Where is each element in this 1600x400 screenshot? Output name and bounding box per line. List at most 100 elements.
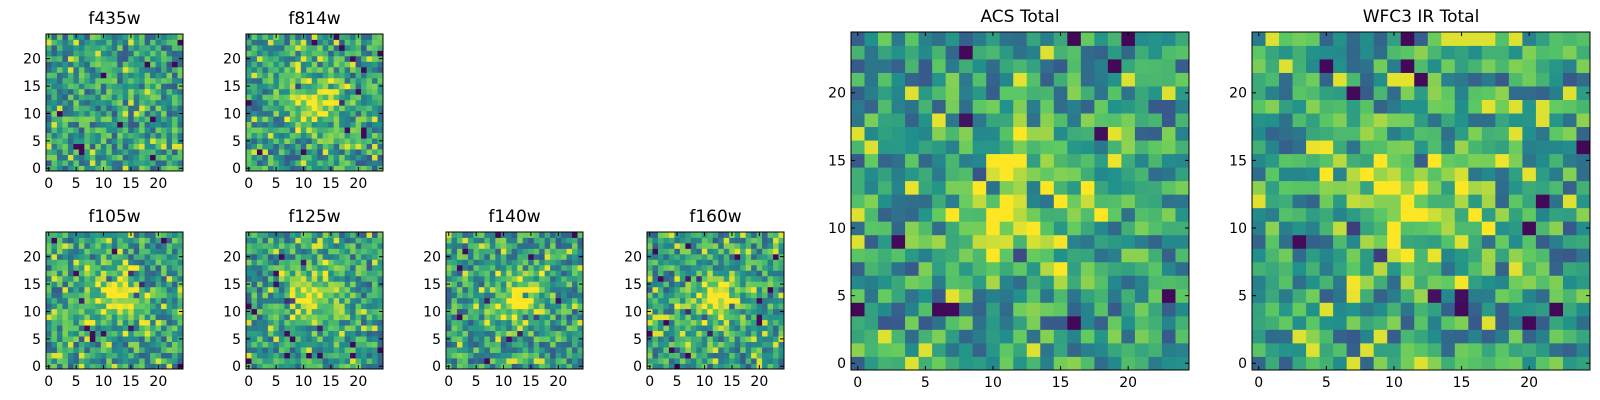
- heatmap-pixel: [657, 347, 664, 353]
- heatmap-pixel: [451, 303, 458, 310]
- heatmap-pixel: [696, 352, 703, 359]
- heatmap-pixel: [679, 242, 686, 249]
- heatmap-pixel: [67, 138, 74, 144]
- heatmap-pixel: [333, 330, 340, 337]
- y-tick-label: 10: [23, 106, 41, 122]
- heatmap-pixel: [918, 99, 933, 114]
- heatmap-pixel: [972, 126, 987, 141]
- heatmap-pixel: [1441, 194, 1456, 209]
- heatmap-pixel: [284, 55, 291, 62]
- heatmap-pixel: [177, 132, 184, 139]
- heatmap-pixel: [1265, 153, 1280, 168]
- heatmap-pixel: [561, 308, 567, 315]
- heatmap-pixel: [723, 319, 730, 326]
- heatmap-pixel: [1252, 167, 1266, 182]
- heatmap-pixel: [690, 303, 697, 310]
- heatmap-pixel: [1522, 207, 1537, 222]
- heatmap-pixel: [273, 341, 280, 348]
- heatmap-pixel: [372, 363, 378, 370]
- heatmap-pixel: [533, 264, 540, 271]
- heatmap-pixel: [150, 83, 156, 90]
- y-tick-label: 5: [432, 332, 441, 348]
- heatmap-pixel: [1053, 288, 1068, 303]
- heatmap-pixel: [690, 352, 697, 359]
- heatmap-pixel: [522, 270, 529, 277]
- heatmap-pixel: [128, 297, 135, 304]
- heatmap-pixel: [344, 88, 351, 95]
- heatmap-pixel: [150, 259, 156, 266]
- heatmap-pixel: [177, 61, 184, 68]
- heatmap-pixel: [572, 358, 578, 364]
- heatmap-pixel: [78, 143, 85, 150]
- heatmap-pixel: [1013, 113, 1028, 128]
- heatmap-pixel: [1148, 86, 1163, 100]
- heatmap-pixel: [128, 325, 135, 332]
- heatmap-pixel: [161, 127, 167, 134]
- heatmap-pixel: [172, 138, 178, 144]
- heatmap-pixel: [511, 281, 518, 288]
- heatmap-pixel: [322, 110, 329, 117]
- heatmap-pixel: [117, 94, 124, 101]
- heatmap-pixel: [1252, 275, 1266, 290]
- heatmap-pixel: [500, 358, 507, 364]
- heatmap-pixel: [166, 154, 173, 161]
- heatmap-pixel: [1067, 180, 1082, 195]
- heatmap-pixel: [51, 286, 58, 293]
- heatmap-pixel: [278, 39, 285, 46]
- heatmap-pixel: [106, 66, 113, 73]
- heatmap-pixel: [246, 237, 252, 244]
- heatmap-pixel: [106, 319, 113, 326]
- heatmap-pixel: [1175, 329, 1190, 344]
- heatmap-pixel: [144, 154, 151, 161]
- heatmap-pixel: [284, 39, 291, 46]
- heatmap-pixel: [278, 264, 285, 271]
- heatmap-pixel: [495, 314, 502, 321]
- heatmap-pixel: [467, 341, 474, 348]
- heatmap-pixel: [84, 336, 91, 342]
- heatmap-pixel: [561, 264, 567, 271]
- heatmap-pixel: [333, 352, 340, 359]
- heatmap-pixel: [278, 341, 285, 348]
- heatmap-pixel: [1481, 329, 1496, 344]
- heatmap-pixel: [306, 165, 313, 172]
- heatmap-pixel: [256, 341, 263, 348]
- heatmap-pixel: [111, 264, 118, 271]
- heatmap-pixel: [133, 110, 140, 117]
- heatmap-pixel: [1107, 194, 1122, 209]
- heatmap-pixel: [289, 341, 296, 348]
- heatmap-pixel: [484, 347, 491, 353]
- heatmap-pixel: [1279, 180, 1293, 195]
- heatmap-pixel: [1148, 329, 1163, 344]
- heatmap-pixel: [344, 281, 351, 288]
- heatmap-pixel: [62, 44, 69, 51]
- heatmap-pixel: [1549, 207, 1564, 222]
- heatmap-pixel: [517, 286, 524, 293]
- heatmap-pixel: [555, 336, 562, 342]
- heatmap-pixel: [289, 325, 296, 332]
- heatmap-pixel: [300, 83, 307, 90]
- heatmap-pixel: [311, 160, 318, 166]
- heatmap-pixel: [350, 341, 356, 348]
- heatmap-pixel: [139, 105, 146, 112]
- heatmap-pixel: [350, 121, 356, 128]
- heatmap-pixel: [734, 232, 741, 238]
- y-tick-label: 0: [232, 161, 241, 177]
- heatmap-pixel: [1481, 261, 1496, 276]
- heatmap-pixel: [495, 347, 502, 353]
- heatmap-pixel: [128, 341, 135, 348]
- heatmap-pixel: [300, 132, 307, 139]
- heatmap-pixel: [51, 330, 58, 337]
- heatmap-pixel: [251, 94, 258, 101]
- heatmap-pixel: [1053, 167, 1068, 182]
- heatmap-pixel: [729, 341, 736, 348]
- heatmap-pixel: [84, 363, 91, 370]
- heatmap-pixel: [773, 242, 779, 249]
- heatmap-pixel: [1549, 288, 1564, 303]
- heatmap-pixel: [289, 264, 296, 271]
- heatmap-pixel: [745, 237, 752, 244]
- heatmap-pixel: [446, 358, 452, 364]
- heatmap-pixel: [528, 330, 535, 337]
- heatmap-pixel: [322, 352, 329, 359]
- heatmap-pixel: [712, 363, 719, 370]
- heatmap-pixel: [344, 110, 351, 117]
